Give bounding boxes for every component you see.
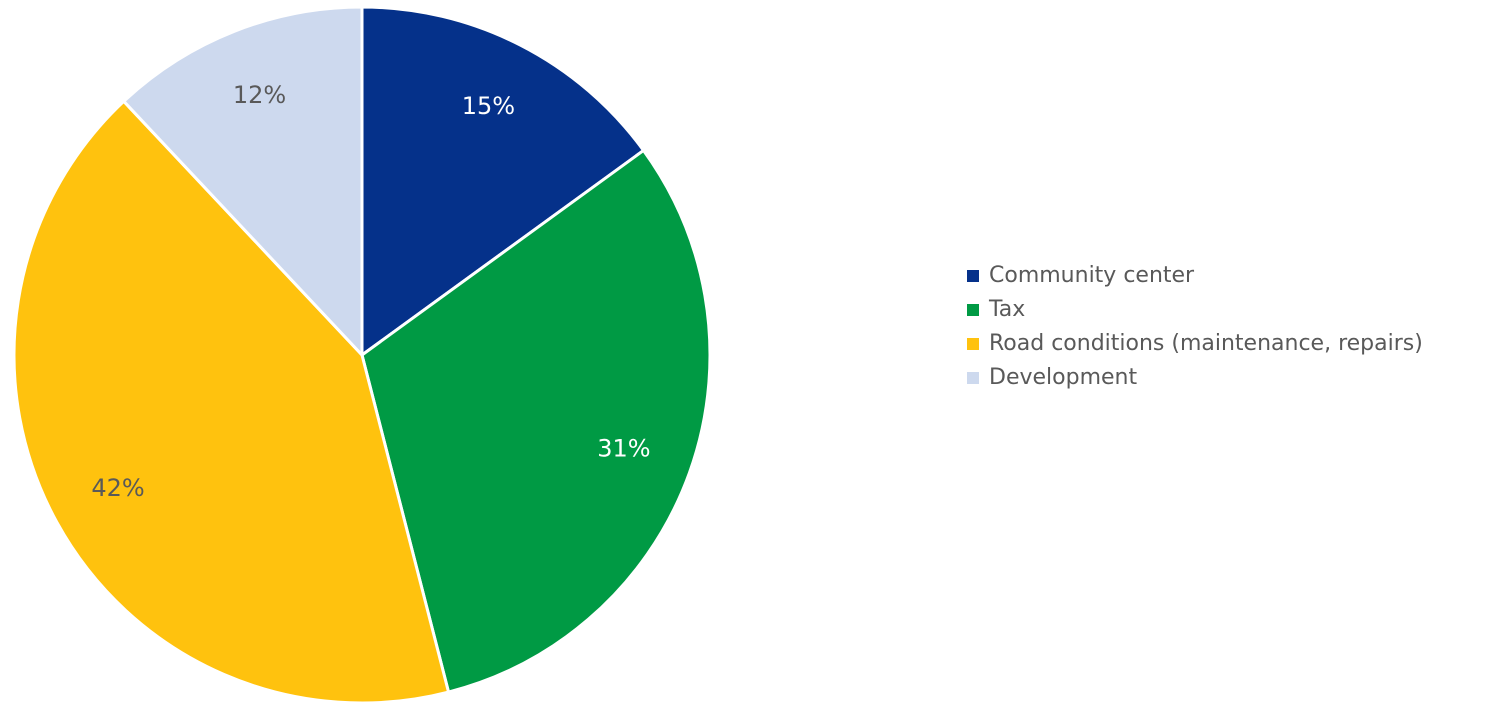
pie-slices [12, 5, 712, 705]
legend-item-3: Road conditions (maintenance, repairs) [967, 331, 1423, 356]
legend-item-1: Community center [967, 263, 1195, 288]
pie-slice-4 [122, 5, 364, 357]
pie-slice-1 [360, 5, 646, 357]
legend-label-4: Development [989, 365, 1137, 390]
legend-item-2: Tax [967, 297, 1025, 322]
legend: Community center Tax Road conditions (main… [967, 263, 1423, 390]
legend-label-3: Road conditions (maintenance, repairs) [989, 331, 1423, 356]
pie-data-labels: 15% 31% 42% 12% [91, 81, 650, 502]
legend-label-1: Community center [989, 263, 1195, 288]
data-label-3: 42% [91, 474, 144, 502]
legend-label-2: Tax [988, 297, 1025, 322]
legend-swatch-2 [967, 304, 979, 316]
data-label-1: 15% [462, 92, 515, 120]
legend-swatch-4 [967, 372, 979, 384]
data-label-2: 31% [597, 434, 650, 462]
pie-slice-3 [12, 99, 451, 705]
legend-item-4: Development [967, 365, 1137, 390]
legend-swatch-1 [967, 270, 979, 282]
data-label-4: 12% [233, 81, 286, 109]
pie-slice-2 [360, 148, 712, 694]
legend-swatch-3 [967, 338, 979, 350]
